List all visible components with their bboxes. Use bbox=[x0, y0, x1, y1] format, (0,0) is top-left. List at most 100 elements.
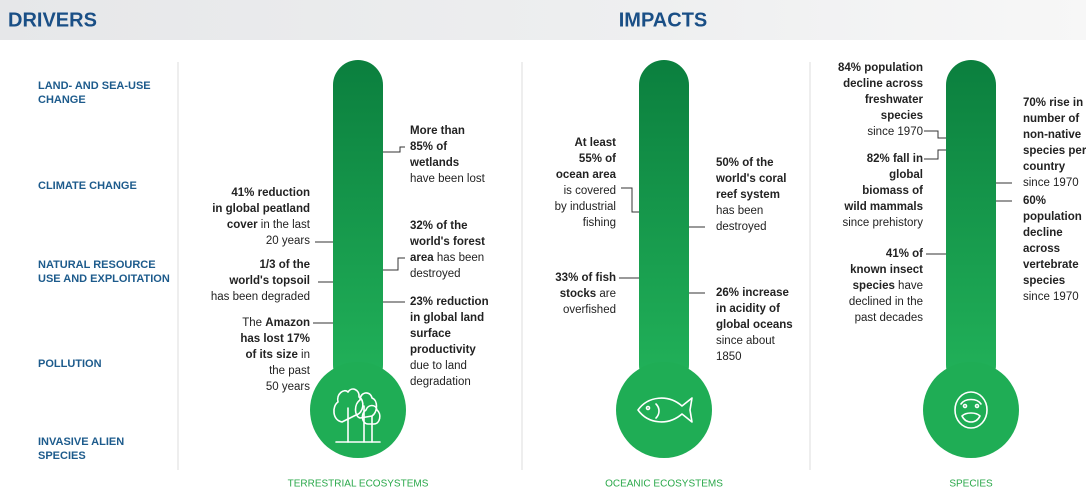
text-run: 50 years bbox=[266, 381, 310, 393]
driver-label: CHANGE bbox=[38, 94, 86, 106]
annotation: 82% fall in global biomass of wild mammals s… bbox=[842, 149, 946, 229]
annotation-line: surface bbox=[410, 328, 451, 340]
text-run: by industrial bbox=[555, 201, 616, 213]
annotation-line: non-native bbox=[1023, 129, 1081, 141]
annotation-line: is covered bbox=[564, 185, 616, 197]
text-run: species per bbox=[1023, 145, 1086, 157]
text-run: species bbox=[853, 280, 895, 292]
bulb bbox=[923, 362, 1019, 458]
text-run: reef system bbox=[716, 189, 780, 201]
text-run: surface bbox=[410, 328, 451, 340]
annotation-line: species have bbox=[853, 280, 923, 292]
annotation-line: reef system bbox=[716, 189, 780, 201]
text-run: wetlands bbox=[409, 157, 459, 169]
annotation: At least 55% of ocean area is covered by ind… bbox=[555, 137, 639, 229]
text-run: past decades bbox=[855, 312, 924, 324]
text-run: 85% of bbox=[410, 141, 447, 153]
thermometer bbox=[923, 60, 1019, 458]
annotation-line: due to land bbox=[410, 360, 467, 372]
annotation: 23% reduction in global land surface produc… bbox=[383, 296, 489, 388]
annotation-line: in acidity of bbox=[716, 303, 780, 315]
annotation-line: has been degraded bbox=[211, 291, 310, 303]
annotation-line: the past bbox=[269, 365, 311, 377]
annotation-line: The Amazon bbox=[242, 317, 310, 329]
thermometer bbox=[310, 60, 406, 458]
annotation-line: by industrial bbox=[555, 201, 616, 213]
text-run: country bbox=[1023, 161, 1066, 173]
bulb bbox=[310, 362, 406, 458]
annotation-line: world's coral bbox=[715, 173, 786, 185]
annotation-line: world's forest bbox=[409, 236, 485, 248]
leader-line bbox=[383, 146, 405, 153]
annotation-line: world's topsoil bbox=[228, 275, 310, 287]
text-run: 23% reduction bbox=[410, 296, 489, 308]
tube bbox=[639, 60, 689, 390]
header-left: DRIVERS bbox=[8, 9, 97, 31]
annotation-line: 50 years bbox=[266, 381, 310, 393]
annotation-line: 41% reduction bbox=[231, 187, 310, 199]
text-run: 1850 bbox=[716, 351, 742, 363]
text-run: overfished bbox=[563, 304, 616, 316]
annotation-line: in global land bbox=[410, 312, 484, 324]
annotation-line: global bbox=[889, 169, 923, 181]
annotation: 41% of known insect species have declined i… bbox=[849, 248, 946, 324]
column: SPECIES 84% population decline across fresh… bbox=[838, 62, 1086, 490]
driver-label: USE AND EXPLOITATION bbox=[38, 273, 170, 285]
annotation-line: 60% bbox=[1023, 195, 1046, 207]
annotation-line: have been lost bbox=[410, 173, 486, 185]
header-right: IMPACTS bbox=[619, 9, 708, 31]
text-run: have been lost bbox=[410, 173, 486, 185]
text-run: 20 years bbox=[266, 235, 310, 247]
text-run: in global land bbox=[410, 312, 484, 324]
annotation-line: species bbox=[881, 110, 923, 122]
annotation-line: At least bbox=[574, 137, 616, 149]
annotation-line: 70% rise in bbox=[1023, 97, 1083, 109]
text-run: the past bbox=[269, 365, 311, 377]
leader-line bbox=[383, 257, 405, 271]
text-run: non-native bbox=[1023, 129, 1081, 141]
annotation-line: wetlands bbox=[409, 157, 459, 169]
text-run: 41% reduction bbox=[231, 187, 310, 199]
annotation-line: vertebrate bbox=[1023, 259, 1079, 271]
text-run: 33% of fish bbox=[555, 272, 616, 284]
annotation-line: 33% of fish bbox=[555, 272, 616, 284]
text-run: known insect bbox=[850, 264, 923, 276]
text-run: number of bbox=[1023, 113, 1079, 125]
text-run: of its size bbox=[245, 349, 297, 361]
annotation-line: 1/3 of the bbox=[260, 259, 310, 271]
driver-label: SPECIES bbox=[38, 450, 86, 462]
annotation: 60% population decline across vertebrate spec… bbox=[996, 195, 1082, 303]
annotation-line: 1850 bbox=[716, 351, 742, 363]
annotation-line: destroyed bbox=[716, 221, 767, 233]
annotation-line: cover in the last bbox=[227, 219, 311, 231]
text-run: have bbox=[895, 280, 923, 292]
text-run: has been degraded bbox=[211, 291, 310, 303]
bulb bbox=[616, 362, 712, 458]
text-run: across bbox=[1023, 243, 1060, 255]
annotation-line: since 1970 bbox=[1023, 291, 1079, 303]
annotation-line: in global peatland bbox=[212, 203, 310, 215]
text-run: population bbox=[1023, 211, 1082, 223]
text-run: global oceans bbox=[716, 319, 793, 331]
text-run: decline bbox=[1023, 227, 1063, 239]
text-run: world's topsoil bbox=[228, 275, 310, 287]
column: TERRESTRIAL ECOSYSTEMS More than 85% of wet… bbox=[211, 125, 489, 490]
annotation-line: since 1970 bbox=[1023, 177, 1079, 189]
dividers bbox=[177, 62, 811, 470]
annotation: 26% increase in acidity of global oceans si… bbox=[689, 287, 793, 363]
annotation-line: ocean area bbox=[556, 169, 617, 181]
text-run: cover bbox=[227, 219, 258, 231]
text-run: destroyed bbox=[716, 221, 767, 233]
text-run: destroyed bbox=[410, 268, 461, 280]
annotation-line: since 1970 bbox=[867, 126, 923, 138]
thermometer bbox=[616, 60, 712, 458]
annotation: 32% of the world's forest area has been des… bbox=[383, 220, 485, 280]
annotation-line: global oceans bbox=[716, 319, 793, 331]
text-run: biomass of bbox=[862, 185, 923, 197]
annotation-line: biomass of bbox=[862, 185, 923, 197]
annotation: 70% rise in number of non-native species pe… bbox=[996, 97, 1086, 189]
text-run: 32% of the bbox=[410, 220, 468, 232]
annotation-line: species bbox=[1023, 275, 1065, 287]
driver-label: CLIMATE CHANGE bbox=[38, 180, 137, 192]
